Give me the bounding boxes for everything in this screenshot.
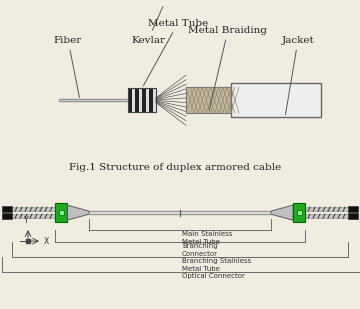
Text: Y: Y (24, 216, 28, 225)
Bar (348, 206, 358, 212)
Text: Fig.1 Structure of duplex armored cable: Fig.1 Structure of duplex armored cable (69, 163, 281, 172)
Text: Fiber: Fiber (54, 36, 82, 98)
Bar (131, 88, 135, 112)
Text: Branching Stainless
Metal Tube: Branching Stainless Metal Tube (182, 258, 251, 272)
Text: Branching
Connector: Branching Connector (182, 243, 218, 256)
Polygon shape (271, 205, 293, 220)
Bar (297, 210, 302, 215)
Polygon shape (67, 205, 89, 220)
Text: Metal Braiding: Metal Braiding (189, 26, 267, 111)
Bar (186, 87, 231, 113)
Bar (128, 88, 131, 112)
Bar (231, 83, 321, 117)
Bar (135, 88, 139, 112)
Bar (58, 210, 63, 215)
Bar (348, 213, 358, 219)
Text: Optical Connector: Optical Connector (182, 273, 245, 279)
Bar (128, 88, 156, 112)
Bar (293, 203, 305, 222)
Text: Kevlar: Kevlar (131, 6, 165, 44)
Text: X: X (44, 237, 49, 246)
Text: Main Stainless
Metal Tube: Main Stainless Metal Tube (182, 231, 232, 245)
Bar (2, 206, 12, 212)
Bar (55, 203, 67, 222)
Bar (139, 88, 142, 112)
Bar (149, 88, 153, 112)
Text: Metal Tube: Metal Tube (143, 19, 208, 86)
Bar (145, 88, 149, 112)
Bar (142, 88, 145, 112)
Text: Jacket: Jacket (282, 36, 314, 115)
Bar (2, 213, 12, 219)
Bar (153, 88, 156, 112)
